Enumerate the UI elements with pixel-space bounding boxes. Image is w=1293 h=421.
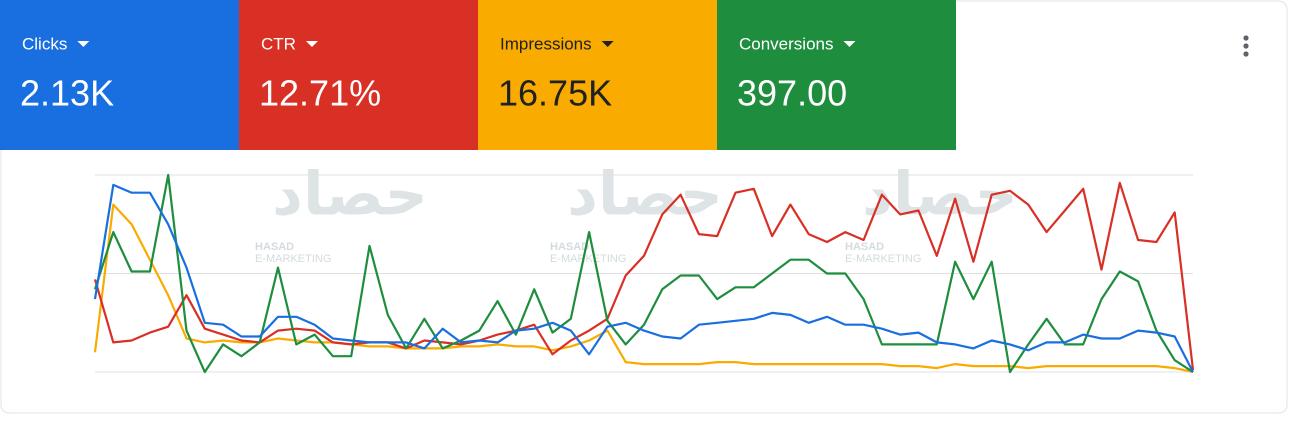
metric-tile[interactable]: Conversions 397.00 [717, 0, 956, 150]
watermark-name: HASAD [845, 241, 884, 253]
metric-label: Conversions [739, 34, 834, 53]
metric-value: 2.13K [20, 73, 114, 114]
dropdown-arrow [77, 41, 90, 47]
dot [1243, 43, 1249, 49]
metric-value: 16.75K [498, 73, 612, 114]
tile-bg [0, 0, 239, 150]
watermark-arabic: حصاد [567, 160, 723, 230]
dropdown-arrow [601, 41, 614, 47]
metric-tile[interactable]: Clicks 2.13K [0, 0, 239, 150]
watermark-name: HASAD [255, 241, 294, 253]
metric-value: 397.00 [737, 73, 847, 114]
tile-bg [239, 0, 478, 150]
tile-bg [717, 0, 956, 150]
watermark-name: HASAD [550, 241, 589, 253]
dot [1243, 35, 1249, 41]
series-line [93, 181, 1195, 371]
metric-tile[interactable]: Impressions 16.75K [478, 0, 717, 150]
metric-label: Impressions [500, 34, 592, 53]
metric-label: Clicks [22, 34, 67, 53]
watermark-tagline: E-MARKETING [550, 253, 626, 265]
watermark-arabic: حصاد [272, 160, 428, 230]
tile-bg [478, 0, 717, 150]
metric-tile[interactable]: CTR 12.71% [239, 0, 478, 150]
series-line [93, 173, 1194, 374]
watermark-tagline: E-MARKETING [255, 253, 331, 265]
metric-label: CTR [261, 34, 296, 53]
dot [1243, 51, 1249, 57]
dropdown-arrow [843, 41, 856, 47]
metric-value: 12.71% [259, 73, 381, 114]
dropdown-arrow [305, 41, 318, 47]
series-line [93, 183, 1194, 373]
more-menu[interactable] [1243, 35, 1249, 57]
watermark-tagline: E-MARKETING [845, 253, 921, 265]
